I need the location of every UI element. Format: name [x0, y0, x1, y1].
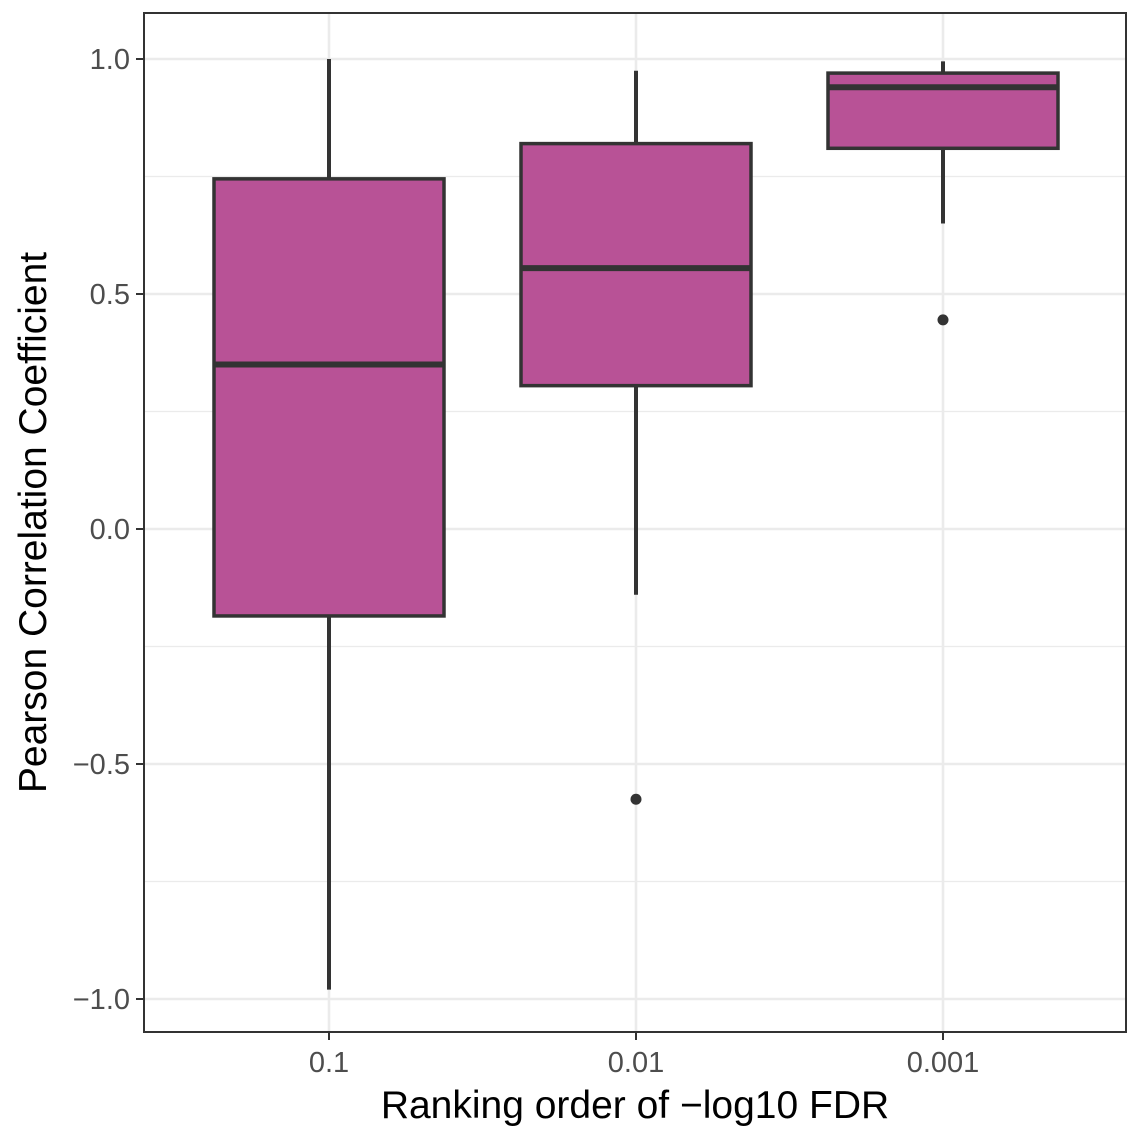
- y-tick-label: 0.0: [90, 514, 130, 546]
- outlier-point: [630, 793, 642, 805]
- y-axis-ticks: 1.0 0.5 0.0 −0.5 −1.0: [73, 44, 144, 1016]
- box-0.001: [826, 61, 1060, 326]
- x-axis-title: Ranking order of −log10 FDR: [381, 1084, 889, 1127]
- x-tick-label: 0.01: [608, 1047, 664, 1079]
- y-tick-label: −1.0: [73, 984, 130, 1016]
- box-0.01: [519, 70, 753, 805]
- box-layer: [212, 59, 1060, 990]
- y-axis-title: Pearson Correlation Coefficient: [12, 252, 55, 793]
- box-body: [212, 177, 446, 618]
- x-tick-label: 0.1: [309, 1047, 349, 1079]
- x-tick-label: 0.001: [907, 1047, 980, 1079]
- x-axis-ticks: 0.1 0.01 0.001: [309, 1032, 979, 1079]
- outlier-point: [937, 314, 949, 326]
- box-body: [519, 141, 753, 388]
- box-0.1: [212, 59, 446, 990]
- y-tick-label: −0.5: [73, 749, 130, 781]
- y-tick-label: 1.0: [90, 44, 130, 76]
- y-tick-label: 0.5: [90, 279, 130, 311]
